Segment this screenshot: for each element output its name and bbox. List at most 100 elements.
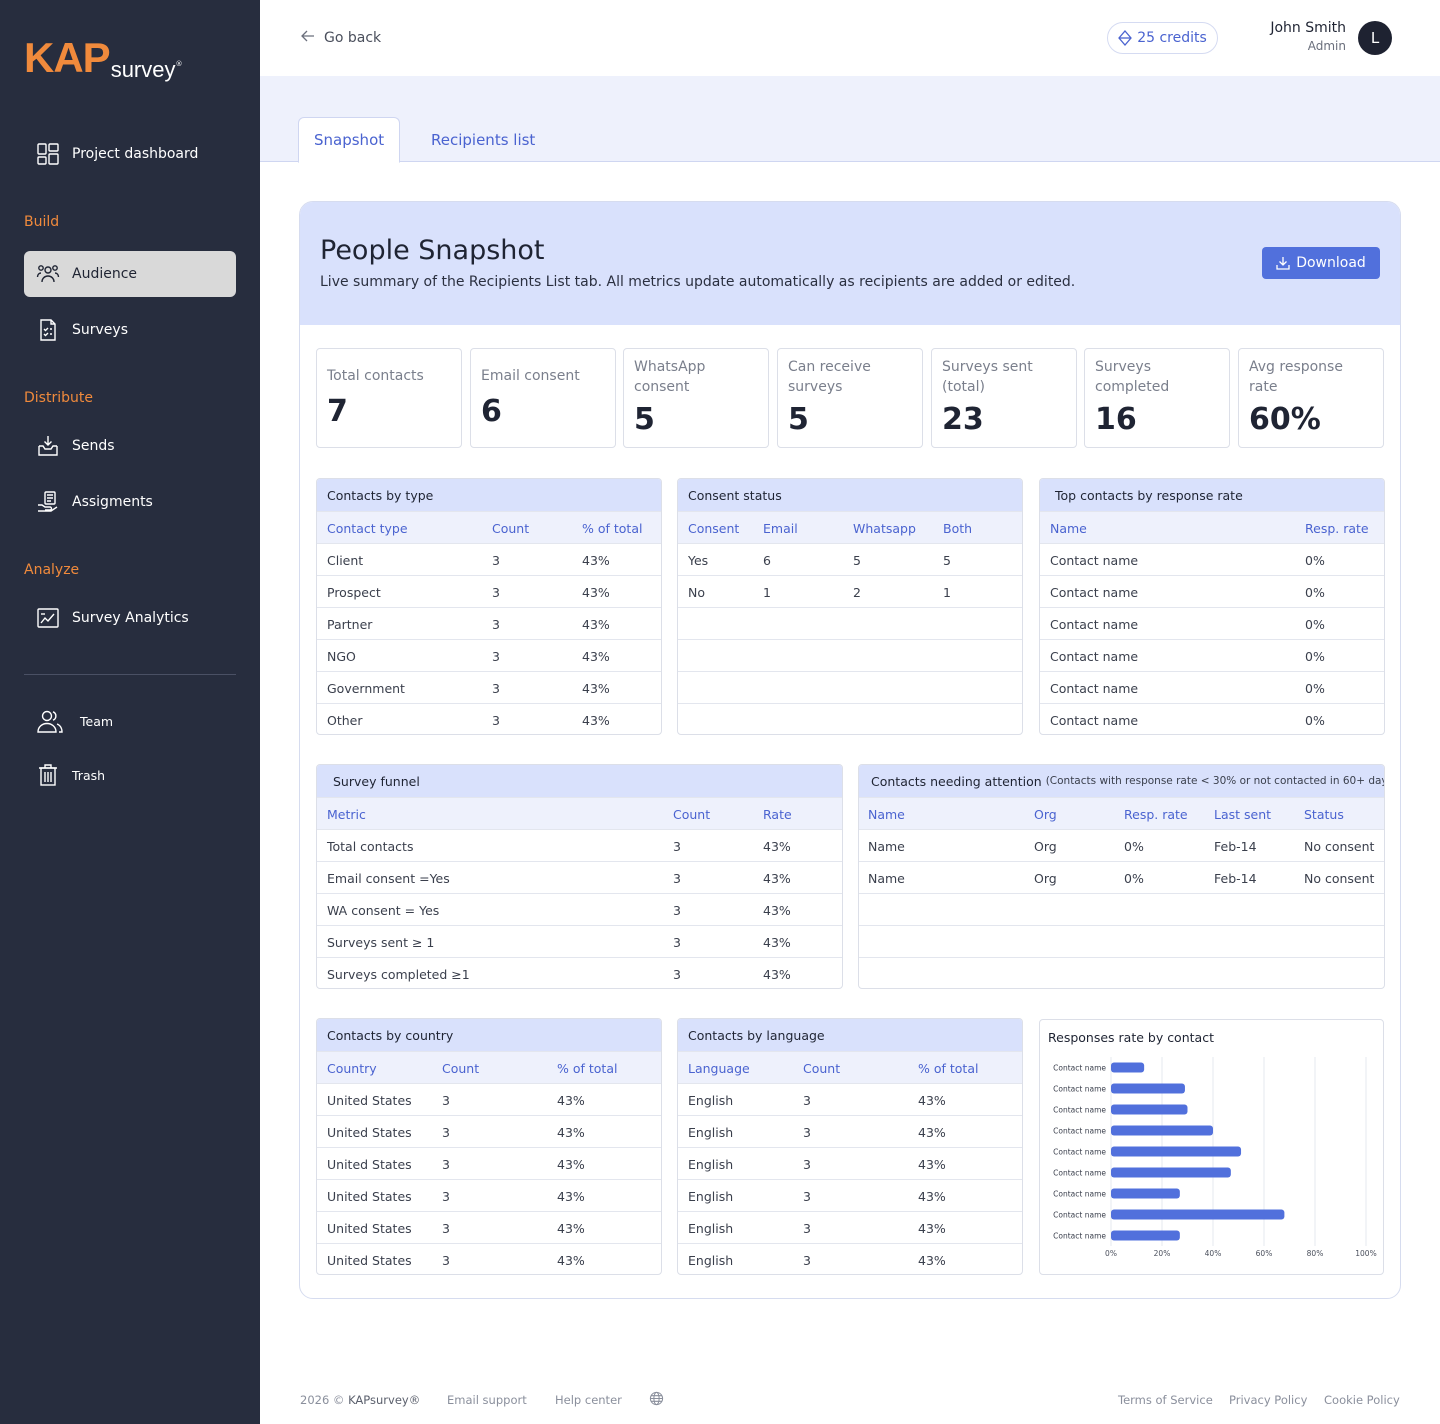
column-header[interactable]: % of total (557, 1061, 618, 1076)
nav-surveys[interactable]: Surveys (24, 307, 236, 353)
bar[interactable] (1111, 1083, 1185, 1094)
tab-snapshot[interactable]: Snapshot (298, 117, 401, 163)
globe-icon[interactable] (649, 1391, 664, 1409)
stat-total-contacts: Total contacts 7 (316, 348, 462, 448)
column-header[interactable]: Metric (327, 807, 366, 822)
user-info[interactable]: John Smith Admin (1270, 20, 1346, 53)
nav-team[interactable]: Team (24, 698, 236, 744)
column-header[interactable]: Country (327, 1061, 377, 1076)
nav-audience[interactable]: Audience (24, 251, 236, 297)
column-header[interactable]: Resp. rate (1305, 521, 1369, 536)
column-header[interactable]: Email (763, 521, 798, 536)
column-header[interactable]: Rate (763, 807, 792, 822)
download-button[interactable]: Download (1262, 247, 1380, 279)
credits-badge[interactable]: 25 credits (1107, 22, 1218, 54)
table-cell: No consent (1304, 839, 1375, 854)
nav-survey-analytics[interactable]: Survey Analytics (24, 595, 236, 641)
consent-status-table: Consent status Consent Email Whatsapp Bo… (677, 478, 1023, 735)
column-header[interactable]: % of total (918, 1061, 979, 1076)
table-cell: Contact name (1050, 553, 1139, 568)
nav-label: Surveys (72, 322, 128, 338)
column-header[interactable]: Consent (688, 521, 740, 536)
table-row-empty (678, 671, 1022, 703)
bar[interactable] (1111, 1146, 1242, 1157)
table-cell: United States (327, 1221, 412, 1236)
nav-trash[interactable]: Trash (24, 752, 236, 798)
footer-cookie[interactable]: Cookie Policy (1324, 1393, 1400, 1407)
table-row-empty (678, 607, 1022, 639)
column-header[interactable]: Count (803, 1061, 841, 1076)
nav-project-dashboard[interactable]: Project dashboard (24, 131, 236, 177)
column-header[interactable]: Name (868, 807, 905, 822)
bar[interactable] (1111, 1188, 1180, 1199)
section-analyze: Analyze (24, 562, 80, 578)
avatar[interactable]: L (1358, 21, 1392, 55)
column-header[interactable]: Status (1304, 807, 1344, 822)
people-snapshot-card: People Snapshot Live summary of the Reci… (299, 201, 1401, 1299)
bar[interactable] (1111, 1104, 1188, 1115)
bar[interactable] (1111, 1209, 1285, 1220)
table-cell: 43% (763, 935, 791, 950)
table-header-row: Language Count % of total (678, 1051, 1022, 1083)
table-row: English 3 43% (678, 1147, 1022, 1179)
stat-avg-response-rate: Avg response rate 60% (1238, 348, 1384, 448)
column-header[interactable]: Resp. rate (1124, 807, 1188, 822)
table-cell: English (688, 1125, 734, 1140)
column-header[interactable]: Last sent (1214, 807, 1272, 822)
table-cell: 0% (1305, 649, 1325, 664)
nav-sends[interactable]: Sends (24, 423, 236, 469)
column-header[interactable]: Contact type (327, 521, 408, 536)
footer-privacy[interactable]: Privacy Policy (1229, 1393, 1308, 1407)
bar[interactable] (1111, 1062, 1145, 1073)
tab-bar: Snapshot Recipients list (260, 76, 1440, 163)
table-cell: 3 (673, 839, 681, 854)
column-header[interactable]: Org (1034, 807, 1057, 822)
stat-value: 7 (327, 394, 348, 429)
column-header[interactable]: Count (673, 807, 711, 822)
table-row: Contact name 0% (1040, 639, 1384, 671)
table-cell: 5 (853, 553, 861, 568)
column-header[interactable]: % of total (582, 521, 643, 536)
go-back-link[interactable]: Go back (300, 28, 381, 48)
trash-icon (36, 763, 60, 787)
bar[interactable] (1111, 1167, 1231, 1178)
logo-survey: survey (110, 57, 176, 82)
stat-label: Can receive surveys (788, 359, 871, 395)
table-row: Email consent =Yes 3 43% (317, 861, 842, 893)
column-header[interactable]: Whatsapp (853, 521, 916, 536)
kapsurvey-logo[interactable]: KAP survey ® (24, 37, 182, 82)
footer-terms[interactable]: Terms of Service (1118, 1393, 1213, 1407)
footer-help-center[interactable]: Help center (555, 1393, 622, 1407)
dashboard-icon (36, 142, 60, 166)
table-cell: 3 (442, 1157, 450, 1172)
stat-value: 5 (788, 402, 809, 437)
footer-email-support[interactable]: Email support (447, 1393, 527, 1407)
top-contacts-table: Top contacts by response rate Name Resp.… (1039, 478, 1385, 735)
table-cell: 0% (1305, 585, 1325, 600)
table-cell: 3 (803, 1189, 811, 1204)
column-header[interactable]: Name (1050, 521, 1087, 536)
y-category-label: Contact name (1053, 1127, 1106, 1136)
bar[interactable] (1111, 1125, 1213, 1136)
column-header[interactable]: Count (492, 521, 530, 536)
table-cell: 3 (803, 1221, 811, 1236)
column-header[interactable]: Both (943, 521, 973, 536)
table-cell: Surveys sent ≥ 1 (327, 935, 435, 950)
table-cell: 3 (803, 1157, 811, 1172)
stat-whatsapp-consent: WhatsApp consent 5 (623, 348, 769, 448)
column-header[interactable]: Language (688, 1061, 750, 1076)
table-cell: Surveys completed ≥1 (327, 967, 470, 982)
table-cell: 43% (763, 903, 791, 918)
table-row-empty (859, 957, 1384, 988)
table-cell: 43% (582, 681, 610, 696)
table-cell: Contact name (1050, 585, 1139, 600)
tab-recipients-list[interactable]: Recipients list (431, 130, 536, 149)
bar[interactable] (1111, 1230, 1180, 1241)
table-cell: Other (327, 713, 363, 728)
table-cell: 43% (557, 1157, 585, 1172)
nav-assignments[interactable]: Assigments (24, 479, 236, 525)
arrow-left-icon (300, 28, 316, 48)
column-header[interactable]: Count (442, 1061, 480, 1076)
survey-doc-icon (36, 318, 60, 342)
table-cell: Partner (327, 617, 373, 632)
